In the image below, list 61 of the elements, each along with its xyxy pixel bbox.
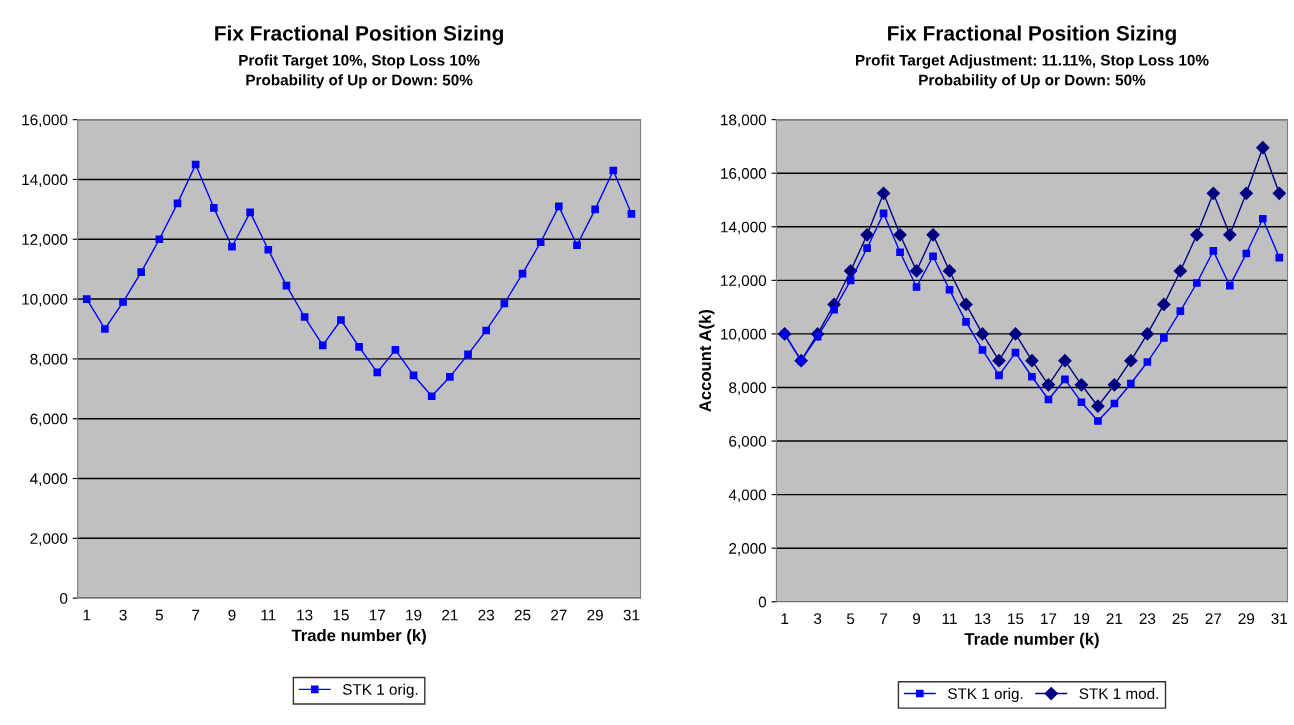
chart-subtitle: Profit Target Adjustment: 11.11%, Stop Loss 10% Probability of Up or Down: 50% xyxy=(855,54,1209,89)
y-tick-label: 18,000 xyxy=(721,114,767,128)
x-axis-title: Trade number (k) xyxy=(291,629,426,645)
x-tick-label: 7 xyxy=(880,613,888,624)
x-tick-label: 13 xyxy=(975,613,991,625)
y-tick-label: 12,000 xyxy=(22,234,68,247)
legend-label: STK 1 orig. xyxy=(948,687,1023,703)
y-tick-label: 6,000 xyxy=(30,413,68,427)
chart-title: Fix Fractional Position Sizing xyxy=(215,25,503,45)
x-tick-label: 31 xyxy=(1271,613,1288,625)
x-tick-label: 29 xyxy=(1238,613,1255,625)
y-tick-label: 14,000 xyxy=(22,174,68,187)
y-tick-label: 4,000 xyxy=(30,473,68,486)
y-tick-label: 6,000 xyxy=(729,435,767,449)
x-tick-label: 11 xyxy=(261,609,276,621)
chart-title: Fix Fractional Position Sizing xyxy=(888,25,1176,45)
x-tick-label: 3 xyxy=(813,613,822,625)
y-tick-label: 14,000 xyxy=(721,221,767,235)
x-tick-label: 21 xyxy=(442,609,458,621)
x-tick-label: 25 xyxy=(514,609,531,621)
x-tick-label: 15 xyxy=(1008,613,1024,625)
x-tick-label: 1 xyxy=(781,613,789,624)
y-tick-label: 16,000 xyxy=(22,114,68,128)
x-tick-label: 23 xyxy=(478,609,495,621)
y-tick-label: 2,000 xyxy=(30,533,68,546)
x-tick-label: 31 xyxy=(623,609,640,621)
y-axis-title: Account A(k) xyxy=(698,309,715,412)
x-tick-label: 7 xyxy=(192,609,200,621)
x-tick-label: 5 xyxy=(155,609,163,621)
y-tick-label: 10,000 xyxy=(721,328,767,342)
x-tick-label: 19 xyxy=(1074,613,1090,625)
x-tick-label: 3 xyxy=(119,609,127,621)
y-tick-label: 0 xyxy=(758,596,767,608)
x-tick-label: 5 xyxy=(846,613,855,625)
y-tick-label: 0 xyxy=(60,592,68,604)
y-tick-label: 10,000 xyxy=(22,293,68,307)
x-tick-label: 13 xyxy=(297,609,313,621)
legend-label: STK 1 orig. xyxy=(342,683,418,698)
x-tick-label: 19 xyxy=(406,609,422,621)
x-tick-label: 27 xyxy=(551,609,567,621)
y-tick-label: 8,000 xyxy=(729,382,767,395)
chart-subtitle: Profit Target 10%, Stop Loss 10% Probability of Up or Down: 50% xyxy=(239,54,480,89)
x-tick-label: 21 xyxy=(1106,613,1123,624)
y-tick-label: 12,000 xyxy=(721,275,767,288)
x-tick-label: 23 xyxy=(1139,613,1156,625)
x-axis-title: Trade number (k) xyxy=(964,632,1099,649)
x-tick-label: 1 xyxy=(83,609,91,621)
x-tick-label: 9 xyxy=(913,613,921,625)
y-tick-label: 16,000 xyxy=(721,168,767,181)
x-tick-label: 11 xyxy=(942,613,957,624)
x-tick-label: 25 xyxy=(1172,613,1189,625)
x-tick-label: 17 xyxy=(1041,613,1057,624)
y-tick-label: 4,000 xyxy=(728,489,767,503)
y-tick-label: 2,000 xyxy=(729,543,767,556)
legend-label: STK 1 mod. xyxy=(1079,687,1158,700)
x-tick-label: 29 xyxy=(587,609,603,621)
x-tick-label: 27 xyxy=(1205,613,1222,624)
x-tick-label: 17 xyxy=(369,609,385,621)
x-tick-label: 9 xyxy=(228,609,236,621)
y-tick-label: 8,000 xyxy=(30,353,68,367)
x-tick-label: 15 xyxy=(333,609,349,621)
